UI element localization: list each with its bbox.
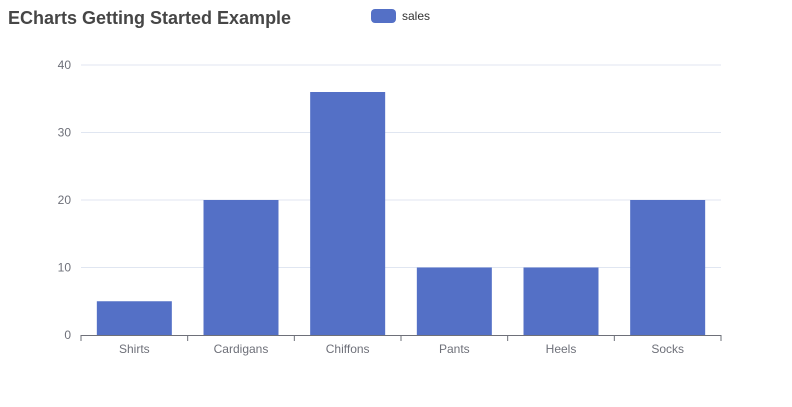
chart-title: ECharts Getting Started Example [8,8,292,28]
bar-shirts[interactable] [96,301,172,335]
x-axis-label-shirts: Shirts [119,342,150,356]
x-axis-label-heels: Heels [546,342,577,356]
legend-label[interactable]: sales [402,9,431,23]
legend-item-sales[interactable]: sales [371,9,430,23]
y-axis-label-30: 30 [58,126,72,140]
y-axis-label-20: 20 [58,193,72,207]
x-axis-label-pants: Pants [439,342,470,356]
x-axis-label-socks: Socks [651,342,684,356]
bar-heels[interactable] [523,267,599,336]
bar-cardigans[interactable] [203,200,279,335]
legend-marker-icon[interactable] [371,9,396,23]
y-axis-label-40: 40 [58,58,72,72]
bar-chiffons[interactable] [310,92,386,335]
y-axis-label-10: 10 [58,261,72,275]
bar-socks[interactable] [630,200,706,335]
x-axis-label-cardigans: Cardigans [214,342,269,356]
x-axis-label-chiffons: Chiffons [326,342,370,356]
y-axis-label-0: 0 [64,328,71,342]
bar-pants[interactable] [416,267,492,336]
